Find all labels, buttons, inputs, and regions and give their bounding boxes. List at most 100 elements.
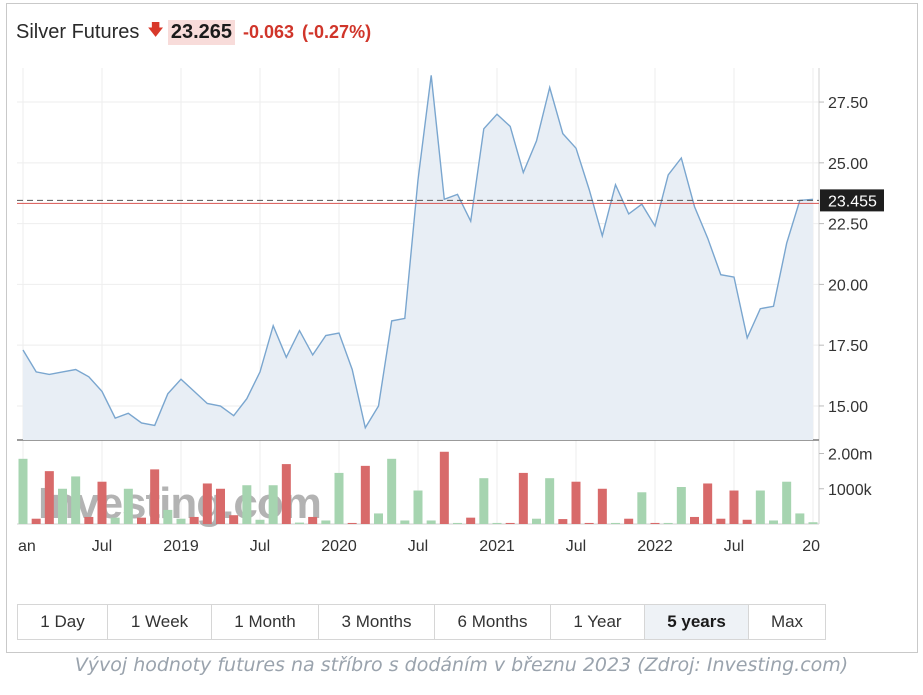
x-axis: an Jul 2019 Jul 2020 Jul 2021 Jul 2022 Jul 20	[18, 538, 820, 555]
volume-bar	[202, 483, 212, 524]
volume-bar	[453, 522, 462, 524]
volume-bars	[18, 451, 818, 524]
volume-bar	[137, 517, 146, 524]
volume-bar	[795, 513, 805, 524]
volume-bar	[742, 519, 752, 524]
volume-bar	[505, 522, 515, 524]
volume-bar	[123, 488, 133, 524]
volume-bar	[176, 518, 186, 524]
x-tick-label: 2019	[163, 538, 199, 555]
volume-bar	[268, 485, 278, 524]
x-tick-label: Jul	[566, 538, 586, 555]
volume-bar	[163, 509, 173, 524]
range-tab-5-years[interactable]: 5 years	[645, 605, 749, 639]
volume-bar	[676, 487, 686, 524]
volume-bar	[110, 517, 120, 524]
volume-bar	[518, 472, 528, 524]
price-chart[interactable]: Investing.com 27.5025.0022.5020.0017.501…	[0, 0, 923, 600]
volume-bar	[360, 465, 370, 524]
volume-bar	[295, 522, 304, 524]
y-tick-label: 22.50	[828, 217, 868, 234]
x-tick-label: Jul	[408, 538, 428, 555]
volume-bar	[400, 520, 410, 524]
volume-bar	[150, 469, 160, 524]
range-tabs: 1 Day 1 Week 1 Month 3 Months 6 Months 1 Year…	[17, 604, 826, 640]
volume-bar	[334, 472, 344, 524]
volume-bar	[716, 518, 726, 524]
x-tick-label: an	[18, 538, 36, 555]
figure-caption: Vývoj hodnoty futures na stříbro s dodán…	[74, 654, 849, 676]
range-tab-6-months[interactable]: 6 Months	[435, 605, 551, 639]
price-area	[22, 75, 814, 441]
volume-bar	[97, 481, 107, 524]
volume-bar	[374, 513, 383, 524]
price-change: -0.063	[243, 21, 295, 42]
volume-bar	[690, 516, 699, 524]
volume-bar	[558, 519, 568, 524]
range-tab-1-year[interactable]: 1 Year	[551, 605, 645, 639]
volume-bar	[808, 522, 818, 524]
volume-bar	[387, 458, 397, 524]
volume-bar	[347, 522, 357, 524]
range-tab-1-week[interactable]: 1 Week	[108, 605, 212, 639]
volume-bar	[663, 522, 673, 524]
y-tick-label: 17.50	[828, 338, 868, 355]
range-tab-1-month[interactable]: 1 Month	[212, 605, 319, 639]
volume-axis: 2.00m 1000k	[819, 447, 873, 499]
volume-bar	[216, 488, 225, 524]
volume-bar	[439, 451, 449, 524]
volume-bar	[650, 522, 660, 524]
volume-bar	[242, 485, 252, 524]
current-price: 23.265	[167, 19, 235, 45]
y-tick-label: 27.50	[828, 95, 868, 112]
volume-bar	[71, 476, 81, 524]
volume-tick-label: 2.00m	[828, 447, 872, 464]
volume-bar	[18, 458, 28, 524]
x-tick-label: 2022	[637, 538, 673, 555]
volume-bar	[479, 478, 489, 524]
volume-bar	[637, 492, 647, 524]
volume-bar	[413, 490, 423, 524]
y-axis: 27.50 25.00 22.50 20.00 17.50 15.00 23.455	[819, 95, 884, 416]
instrument-name: Silver Futures	[16, 20, 140, 43]
volume-bar	[597, 488, 607, 524]
range-tab-1-day[interactable]: 1 Day	[18, 605, 108, 639]
volume-bar	[321, 520, 331, 524]
volume-bar	[755, 490, 765, 524]
volume-bar	[611, 522, 620, 524]
y-tick-label: 20.00	[828, 277, 868, 294]
chart-header: Silver Futures 🡇 23.265 -0.063 (-0.27%)	[16, 16, 371, 48]
volume-bar	[492, 522, 502, 524]
range-tab-3-months[interactable]: 3 Months	[319, 605, 435, 639]
price-area-fill	[23, 75, 813, 441]
y-tick-label: 15.00	[828, 399, 868, 416]
volume-tick-label: 1000k	[828, 482, 873, 499]
volume-bar	[281, 464, 291, 524]
volume-bar	[229, 515, 239, 524]
volume-bar	[624, 518, 634, 524]
volume-bar	[189, 516, 199, 524]
x-tick-label: Jul	[250, 538, 270, 555]
y-tick-label: 25.00	[828, 156, 868, 173]
price-line	[22, 75, 814, 430]
x-tick-label: Jul	[92, 538, 112, 555]
price-change-percent: (-0.27%)	[302, 21, 372, 42]
volume-bar	[532, 518, 541, 524]
volume-bar	[571, 481, 581, 524]
volume-bar	[703, 483, 713, 524]
last-price-box	[820, 189, 884, 212]
volume-bar	[466, 517, 476, 524]
volume-bar	[782, 481, 792, 524]
volume-bar	[584, 522, 594, 524]
volume-bar	[31, 518, 41, 524]
range-tab-max[interactable]: Max	[770, 612, 804, 631]
volume-bar	[729, 490, 739, 524]
last-price-label: 23.455	[828, 193, 877, 210]
volume-bar	[255, 519, 265, 524]
volume-bar	[308, 516, 318, 524]
volume-bar	[545, 478, 555, 524]
volume-bar	[44, 471, 54, 524]
down-arrow-icon: 🡇	[147, 21, 164, 39]
volume-bar	[769, 520, 778, 524]
x-tick-label: 2020	[321, 538, 357, 555]
